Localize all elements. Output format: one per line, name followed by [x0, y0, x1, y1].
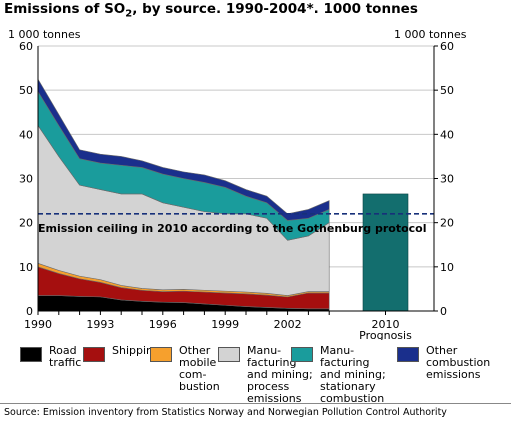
legend-label: Manu-facturing and mining; process emission…: [247, 345, 313, 405]
legend-label-line: and mining;: [320, 368, 386, 381]
y-tick-label-left: 40: [19, 128, 33, 141]
legend-swatch: [20, 347, 42, 362]
x-tick-label: 1999: [211, 318, 239, 331]
y-tick-label-right: 60: [440, 40, 454, 53]
legend-label-line: Manu-: [247, 344, 282, 357]
source-note: Source: Emission inventory from Statisti…: [4, 407, 447, 418]
legend-item: Manu-facturing and mining; stationary combu…: [291, 345, 386, 405]
chart-title: Emissions of SO2, by source. 1990-2004*.…: [4, 1, 418, 20]
y-tick-label-left: 30: [19, 173, 33, 186]
y-tick-label-left: 10: [19, 261, 33, 274]
x-tick-label: 2002: [274, 318, 302, 331]
legend-label: Shipping: [112, 345, 160, 357]
x-tick-label-prognosis: 2010: [372, 318, 400, 331]
legend-label-line: mobile: [179, 356, 217, 369]
x-tick-label: 1996: [149, 318, 177, 331]
legend-label-line: Shipping: [112, 344, 160, 357]
y-tick-label-right: 20: [440, 217, 454, 230]
legend-label-line: combustion: [426, 356, 491, 369]
source-divider: [0, 403, 511, 404]
legend-label-line: traffic: [49, 356, 82, 369]
y-tick-label-right: 30: [440, 173, 454, 186]
y-axis-unit-left: 1 000 tonnes: [8, 28, 81, 41]
chart-canvas: 1 000 tonnes 1 000 tonnes 0 0 10 10 20 20 30 30 40…: [8, 28, 467, 340]
legend-label-line: stationary: [320, 380, 376, 393]
legend-swatch: [291, 347, 313, 362]
legend-label-line: facturing: [320, 356, 370, 369]
y-tick-label-left: 60: [19, 40, 33, 53]
x-tick-label: 1993: [86, 318, 114, 331]
legend-label-line: Other: [179, 344, 211, 357]
legend-swatch: [397, 347, 419, 362]
y-tick-label-left: 20: [19, 217, 33, 230]
y-tick-label-right: 10: [440, 261, 454, 274]
legend-label-line: Road: [49, 344, 77, 357]
legend-item: Other mobile com-bustion: [150, 345, 220, 393]
y-tick-label-left: 0: [26, 305, 33, 318]
legend-item: Road traffic: [20, 345, 81, 369]
legend-label-line: combustion: [320, 392, 385, 405]
y-tick-label-right: 40: [440, 128, 454, 141]
legend-label-line: emissions: [247, 392, 302, 405]
y-tick-label-right: 0: [440, 305, 447, 318]
legend-label-line: com-: [179, 368, 207, 381]
x-tick-sublabel-prognosis: Prognosis: [359, 329, 412, 340]
y-tick-label-left: 50: [19, 84, 33, 97]
area-series-6: [37, 78, 330, 221]
legend-item: Shipping: [83, 345, 160, 362]
legend-label-line: Manu-: [320, 344, 355, 357]
legend-label: Road traffic: [49, 345, 81, 369]
chart-title-subscript: 2: [125, 8, 133, 20]
x-tick-label: 1990: [24, 318, 52, 331]
chart-title-main: Emissions of SO: [4, 1, 126, 17]
legend-swatch: [150, 347, 172, 362]
legend-swatch: [83, 347, 105, 362]
legend-item: Manu-facturing and mining; process emission…: [218, 345, 313, 405]
prognosis-bar: [362, 193, 409, 312]
legend-label: Other combustion emissions: [426, 345, 490, 381]
legend-label-line: Other: [426, 344, 458, 357]
legend-label-line: process: [247, 380, 290, 393]
legend-label-line: and mining;: [247, 368, 313, 381]
y-tick-label-right: 50: [440, 84, 454, 97]
chart-title-rest: , by source. 1990-2004*. 1000 tonnes: [132, 1, 418, 17]
legend-label-line: facturing: [247, 356, 297, 369]
legend-label: Manu-facturing and mining; stationary combu…: [320, 345, 386, 405]
legend-swatch: [218, 347, 240, 362]
legend-label-line: bustion: [179, 380, 220, 393]
legend-label-line: emissions: [426, 368, 481, 381]
emission-ceiling-label: Emission ceiling in 2010 according to th…: [38, 222, 427, 235]
y-axis-unit-right: 1 000 tonnes: [394, 28, 467, 41]
legend-label: Other mobile com-bustion: [179, 345, 220, 393]
legend-item: Other combustion emissions: [397, 345, 490, 381]
